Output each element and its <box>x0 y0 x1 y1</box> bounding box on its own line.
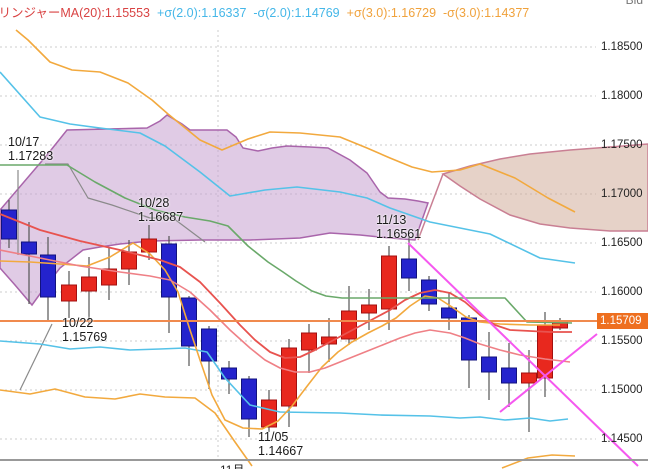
annotation-10-17: 10/17 1.17283 <box>8 135 54 163</box>
annotation-price: 1.16687 <box>138 209 184 224</box>
candle-11/24 <box>521 350 537 432</box>
trendline-ascending-line[interactable] <box>499 333 598 413</box>
candle-11/10 <box>321 318 337 362</box>
candle-10/17 <box>1 200 17 248</box>
candle-body <box>21 241 37 255</box>
candle-body <box>101 268 117 286</box>
legend-bollinger-ma: ボリンジャーMA(20):1.15553 <box>0 6 151 20</box>
candle-10/20 <box>21 222 37 304</box>
legend-minus-sigma-3: -σ(3.0):1.14377 <box>443 6 530 20</box>
bollinger-ma-line-line <box>0 213 572 359</box>
lower-band-3sigma-left-line <box>0 388 253 467</box>
candle-10/31 <box>201 326 217 389</box>
indicator-legend: ボリンジャーMA(20):1.15553 +σ(2.0):1.16337 -σ(2.… <box>0 2 536 21</box>
y-axis-label: 1.16000 <box>601 286 643 298</box>
legend-plus-sigma-2: +σ(2.0):1.16337 <box>157 6 247 20</box>
candle-body <box>301 332 317 351</box>
y-axis-label: 1.18000 <box>601 90 643 102</box>
candle-body <box>1 209 17 240</box>
candle-body <box>441 307 457 319</box>
legend-minus-sigma-2: -σ(2.0):1.14769 <box>253 6 340 20</box>
y-axis-label: 1.17500 <box>601 139 643 151</box>
y-axis-label: 1.15000 <box>601 384 643 396</box>
candle-10/21 <box>40 237 56 320</box>
candle-11/19 <box>461 315 477 388</box>
candle-11/13 <box>381 246 397 330</box>
annotation-price: 1.15769 <box>62 329 108 344</box>
short-ma-line-line <box>0 242 560 430</box>
candle-body <box>361 304 377 314</box>
candle-body <box>61 284 77 302</box>
candle-11/21 <box>501 343 517 407</box>
candles-group <box>1 200 568 437</box>
candle-10/22 <box>61 271 77 318</box>
candle-body <box>521 372 537 384</box>
annotation-price: 1.16561 <box>376 226 422 241</box>
y-axis-label: 1.15500 <box>601 335 643 347</box>
candle-body <box>321 336 337 345</box>
trendline-descending-line[interactable] <box>407 242 639 467</box>
candle-10/30 <box>181 296 197 366</box>
candle-11/26 <box>552 318 568 330</box>
x-axis-month-label: 11月 <box>220 461 244 469</box>
lower-band-3sigma-right-line <box>501 454 576 469</box>
bid-quote-label: Bid <box>625 0 643 7</box>
candle-11/14 <box>401 237 417 291</box>
y-axis-label: 1.14500 <box>601 433 643 445</box>
candle-11/11 <box>341 286 357 345</box>
y-axis-label: 1.17000 <box>601 188 643 200</box>
annotation-10-22: 10/22 1.15769 <box>62 316 108 344</box>
annotation-price: 1.14667 <box>258 443 304 458</box>
chikou-step-line-line <box>45 163 206 243</box>
annotation-date: 10/17 <box>8 135 40 149</box>
tenkan-line-line <box>0 249 571 373</box>
candle-11/20 <box>481 332 497 400</box>
y-axis-label: 1.18500 <box>601 41 643 53</box>
y-axis-label: 1.16500 <box>601 237 643 249</box>
upper-band-3sigma-line <box>15 29 576 213</box>
annotation-connector-1022-line <box>19 323 53 391</box>
candle-11/07 <box>301 324 317 373</box>
annotation-date: 11/13 <box>376 213 407 227</box>
upper-band-2sigma-line <box>0 71 576 264</box>
annotation-11-13: 11/13 1.16561 <box>376 213 422 241</box>
candle-10/27 <box>121 240 137 285</box>
candle-body <box>241 378 257 420</box>
candle-body <box>81 276 97 292</box>
candle-body <box>161 243 177 298</box>
candle-body <box>281 347 297 407</box>
candle-body <box>401 258 417 279</box>
candle-body <box>40 254 56 298</box>
candle-body <box>381 255 397 310</box>
current-price-tag: 1.15709 <box>597 313 648 329</box>
candle-body <box>341 310 357 340</box>
candle-11/12 <box>361 289 377 330</box>
annotation-date: 10/22 <box>62 316 94 330</box>
candle-body <box>261 399 277 428</box>
candle-body <box>501 367 517 384</box>
ichimoku-cloud-left <box>0 114 429 307</box>
annotation-11-05: 11/05 1.14667 <box>258 430 304 458</box>
candle-10/23 <box>81 257 97 325</box>
annotation-10-28: 10/28 1.16687 <box>138 196 184 224</box>
kijun-line-line <box>0 164 573 324</box>
lower-band-2sigma-line <box>0 340 569 422</box>
candle-body <box>481 356 497 373</box>
candle-body <box>201 328 217 362</box>
annotation-price: 1.17283 <box>8 148 54 163</box>
candle-body <box>121 251 137 270</box>
candle-10/24 <box>101 247 117 300</box>
annotation-date: 11/05 <box>258 430 289 444</box>
candle-11/17 <box>421 276 437 311</box>
annotation-date: 10/28 <box>138 196 170 210</box>
candle-body <box>141 238 157 253</box>
candle-11/04 <box>241 376 257 437</box>
legend-plus-sigma-3: +σ(3.0):1.16729 <box>346 6 437 20</box>
ichimoku-cloud-right <box>441 143 648 232</box>
cloud-twist-border-line <box>417 173 444 241</box>
